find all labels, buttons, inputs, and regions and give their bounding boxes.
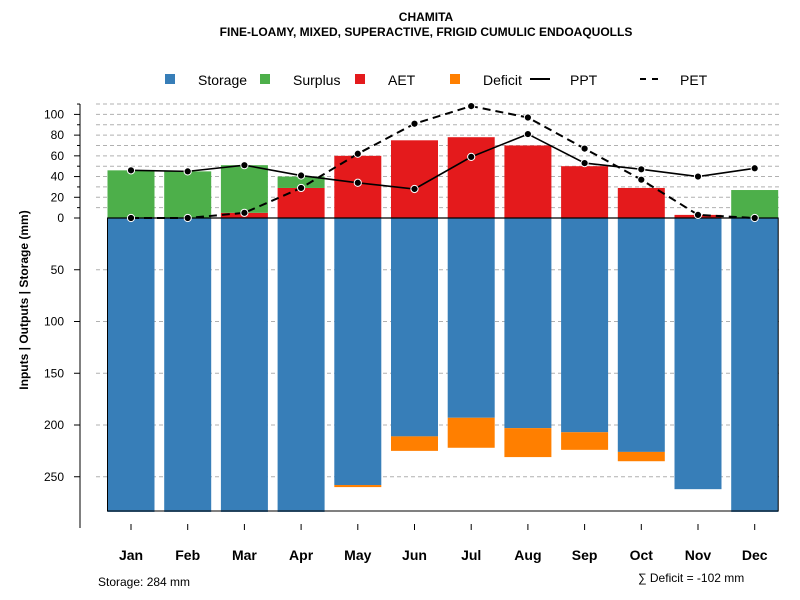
y-tick-label: 100	[44, 107, 64, 121]
bar-aet-apr	[277, 187, 325, 218]
chart-title: CHAMITA	[399, 10, 454, 24]
deficit-total-label: ∑ Deficit = -102 mm	[638, 571, 744, 585]
legend-label-pet: PET	[680, 72, 708, 88]
bar-deficit-oct	[617, 451, 665, 462]
legend-swatch-storage	[165, 74, 175, 84]
bar-aet-oct	[617, 187, 665, 218]
bar-storage-sep	[561, 218, 609, 433]
pet-point	[240, 208, 249, 217]
bar-storage-jan	[107, 218, 155, 512]
ppt-point	[523, 129, 533, 139]
ppt-point	[353, 178, 362, 187]
ppt-point	[580, 158, 589, 168]
bar-aet-may	[334, 155, 382, 218]
bars	[107, 137, 779, 512]
pet-point	[693, 210, 703, 219]
month-label-may: May	[344, 547, 371, 563]
legend-swatch-surplus	[260, 74, 270, 84]
ppt-point	[126, 166, 136, 175]
month-label-aug: Aug	[514, 547, 541, 563]
legend-swatch-deficit	[450, 74, 460, 84]
month-label-jun: Jun	[402, 547, 427, 563]
bar-aet-aug	[504, 145, 552, 218]
month-label-nov: Nov	[685, 547, 712, 563]
legend-label-ppt: PPT	[570, 72, 598, 88]
y-tick-label: 150	[44, 366, 64, 380]
bar-aet-jul	[447, 137, 495, 218]
bar-surplus-dec	[731, 190, 779, 218]
pet-line	[131, 105, 755, 219]
ppt-point	[410, 184, 419, 194]
ppt-point	[297, 171, 306, 180]
month-label-jan: Jan	[119, 547, 143, 563]
y-tick-label: 80	[51, 128, 65, 142]
chart-subtitle: FINE-LOAMY, MIXED, SUPERACTIVE, FRIGID C…	[220, 25, 633, 39]
bar-storage-jun	[391, 218, 438, 437]
ppt-point	[467, 152, 476, 161]
month-label-mar: Mar	[232, 547, 257, 563]
series-lines	[126, 102, 759, 223]
legend-label-surplus: Surplus	[293, 72, 340, 88]
y-tick-label: 200	[44, 418, 64, 432]
y-tick-label: 60	[51, 149, 65, 163]
month-label-jul: Jul	[461, 547, 481, 563]
bar-storage-dec	[731, 218, 779, 512]
bar-storage-aug	[504, 218, 552, 429]
pet-point	[183, 213, 192, 223]
ppt-point	[183, 167, 192, 176]
pet-point	[637, 175, 646, 184]
month-label-apr: Apr	[289, 547, 314, 563]
ppt-point	[750, 164, 759, 173]
legend: Storage Surplus AET Deficit PPT PET	[165, 72, 708, 88]
month-label-sep: Sep	[572, 547, 598, 563]
pet-point	[467, 102, 476, 111]
bar-aet-jun	[391, 140, 438, 218]
storage-total-label: Storage: 284 mm	[98, 575, 190, 589]
month-label-oct: Oct	[630, 547, 654, 563]
ppt-point	[637, 165, 646, 174]
month-label-feb: Feb	[175, 547, 200, 563]
y-axis-label: Inputs | Outputs | Storage (mm)	[17, 210, 31, 389]
bar-surplus-jan	[107, 170, 155, 218]
legend-label-deficit: Deficit	[483, 72, 522, 88]
bar-storage-may	[334, 218, 382, 486]
bar-aet-sep	[561, 166, 609, 218]
pet-point	[410, 119, 419, 128]
bar-deficit-aug	[504, 428, 552, 458]
pet-point	[750, 213, 759, 223]
bar-deficit-jul	[447, 417, 495, 448]
bar-storage-jul	[447, 218, 495, 418]
bar-storage-mar	[220, 218, 268, 512]
legend-label-aet: AET	[388, 72, 416, 88]
pet-point	[353, 149, 362, 158]
pet-point	[523, 113, 533, 122]
y-tick-label: 50	[51, 263, 65, 277]
ppt-line	[130, 133, 755, 190]
y-tick-label: 40	[51, 170, 65, 184]
month-label-dec: Dec	[742, 547, 768, 563]
legend-label-storage: Storage	[198, 72, 247, 88]
y-tick-label: 100	[44, 315, 64, 329]
bar-storage-oct	[617, 218, 665, 452]
ppt-point	[693, 172, 703, 181]
pet-point	[297, 183, 306, 193]
bar-deficit-may	[334, 485, 382, 488]
bar-deficit-jun	[391, 436, 438, 451]
pet-point	[580, 144, 589, 153]
y-tick-label: 20	[51, 190, 65, 204]
pet-point	[126, 213, 136, 223]
bar-storage-nov	[674, 218, 722, 490]
y-tick-label: 250	[44, 470, 64, 484]
bar-surplus-feb	[164, 171, 212, 218]
bar-deficit-sep	[561, 432, 609, 450]
y-tick-label: 0	[57, 211, 64, 225]
axes: 0 20 40 60 80 100 50 100 150 200 250 Jan Feb Mar Apr Ma…	[44, 103, 768, 563]
ppt-point	[240, 161, 249, 170]
legend-swatch-aet	[355, 74, 365, 84]
bar-storage-apr	[277, 218, 325, 512]
bar-surplus-apr	[277, 176, 325, 188]
bar-storage-feb	[164, 218, 212, 512]
